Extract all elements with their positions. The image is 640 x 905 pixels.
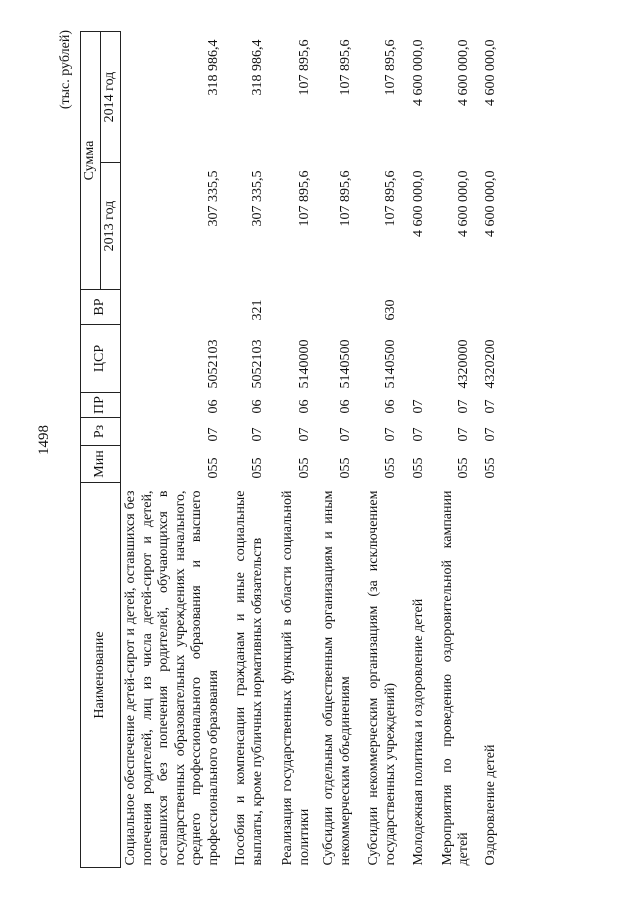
cell-rz: 07 xyxy=(411,427,426,442)
cell-y2013: 4 600 000,0 xyxy=(456,170,471,238)
cell-vr xyxy=(428,290,473,325)
table-row: Пособия и компенсации гражданам и иные с… xyxy=(222,32,266,868)
cell-y2014: 4 600 000,0 xyxy=(482,39,498,107)
cell-min: 055 xyxy=(411,457,426,479)
cell-pr: 06 xyxy=(249,399,265,414)
cell-csr: 5140500 xyxy=(337,339,353,389)
cell-pr: 06 xyxy=(296,399,312,414)
table-row: Субсидии отдельным общественным организа… xyxy=(313,32,354,868)
cell-min: 055 xyxy=(482,457,498,479)
cell-name: Реализация государственных функций в обл… xyxy=(280,490,312,866)
cell-y2014: 107 895,6 xyxy=(337,39,353,96)
table-row: Субсидии некоммерческим организациям (за… xyxy=(354,32,399,868)
cell-vr: 321 xyxy=(249,299,265,321)
cell-y2013: 4 600 000,0 xyxy=(411,170,426,238)
header-sum: Сумма xyxy=(80,31,101,290)
cell-pr: 07 xyxy=(411,399,426,414)
cell-name: Субсидии некоммерческим организациям (за… xyxy=(366,490,398,866)
cell-csr: 5052103 xyxy=(205,339,221,389)
cell-vr xyxy=(266,290,313,325)
cell-min: 055 xyxy=(296,457,312,479)
cell-y2014: 318 986,4 xyxy=(205,39,221,96)
cell-vr xyxy=(473,290,500,325)
header-min: Мин xyxy=(80,445,121,483)
table-row: Социальное обеспечение детей-сирот и дет… xyxy=(121,32,223,868)
cell-min: 055 xyxy=(456,457,471,479)
cell-pr: 06 xyxy=(382,399,398,414)
header-name: Наименование xyxy=(80,482,121,868)
cell-y2014: 318 986,4 xyxy=(249,39,265,96)
cell-min: 055 xyxy=(249,457,265,479)
cell-pr: 06 xyxy=(337,399,353,414)
cell-y2014: 107 895,6 xyxy=(382,39,398,96)
cell-rz: 07 xyxy=(456,427,471,442)
page-number: 1498 xyxy=(36,425,52,455)
cell-min: 055 xyxy=(205,457,221,479)
cell-csr: 5140000 xyxy=(296,339,312,389)
cell-y2013: 307 335,5 xyxy=(205,170,221,227)
cell-vr: 630 xyxy=(382,299,398,321)
header-vr: ВР xyxy=(80,289,121,325)
cell-csr: 5052103 xyxy=(249,339,265,389)
header-2014: 2014 год xyxy=(100,31,121,163)
cell-csr: 5140500 xyxy=(382,339,398,389)
cell-rz: 07 xyxy=(249,427,265,442)
cell-y2013: 107 895,6 xyxy=(296,170,312,227)
header-rz: Рз xyxy=(80,417,121,446)
cell-name: Мероприятия по проведению оздоровительно… xyxy=(439,490,472,866)
cell-y2013: 4 600 000,0 xyxy=(482,170,498,238)
cell-y2014: 4 600 000,0 xyxy=(456,39,471,107)
table-row: Мероприятия по проведению оздоровительно… xyxy=(428,32,473,868)
cell-csr: 4320000 xyxy=(456,339,471,389)
cell-vr xyxy=(121,290,223,325)
header-pr: ПР xyxy=(80,392,121,418)
table-row: Молодежная политика и оздоровление детей… xyxy=(399,32,428,868)
cell-y2014: 4 600 000,0 xyxy=(411,39,426,107)
header-2013: 2013 год xyxy=(100,162,121,290)
cell-csr: 4320200 xyxy=(482,339,498,389)
units-label: (тыс. рублей) xyxy=(58,30,73,110)
cell-name: Молодежная политика и оздоровление детей xyxy=(411,598,426,866)
cell-name: Оздоровление детей xyxy=(482,744,498,866)
header-csr: ЦСР xyxy=(80,324,121,393)
table-row: Реализация государственных функций в обл… xyxy=(266,32,313,868)
cell-name: Субсидии отдельным общественным организа… xyxy=(321,490,353,866)
cell-y2013: 107 895,6 xyxy=(382,170,398,227)
cell-min: 055 xyxy=(337,457,353,479)
cell-csr xyxy=(399,325,428,393)
cell-y2014: 107 895,6 xyxy=(296,39,312,96)
table-row: Оздоровление детей 055 07 07 4320200 4 600 00… xyxy=(473,32,500,868)
cell-rz: 07 xyxy=(296,427,312,442)
cell-min: 055 xyxy=(382,457,398,479)
cell-vr xyxy=(313,290,354,325)
cell-vr xyxy=(399,290,428,325)
cell-y2013: 107 895,6 xyxy=(337,170,353,227)
cell-name: Социальное обеспечение детей-сирот и дет… xyxy=(123,490,221,866)
cell-pr: 06 xyxy=(205,399,221,414)
cell-pr: 07 xyxy=(482,399,498,414)
cell-rz: 07 xyxy=(482,427,498,442)
cell-rz: 07 xyxy=(337,427,353,442)
cell-rz: 07 xyxy=(205,427,221,442)
cell-rz: 07 xyxy=(382,427,398,442)
cell-name: Пособия и компенсации гражданам и иные с… xyxy=(233,490,265,866)
cell-pr: 07 xyxy=(456,399,471,414)
budget-table: Наименование Мин Рз ПР ЦСР ВР Сумма 2013… xyxy=(80,31,499,868)
cell-y2013: 307 335,5 xyxy=(249,170,265,227)
